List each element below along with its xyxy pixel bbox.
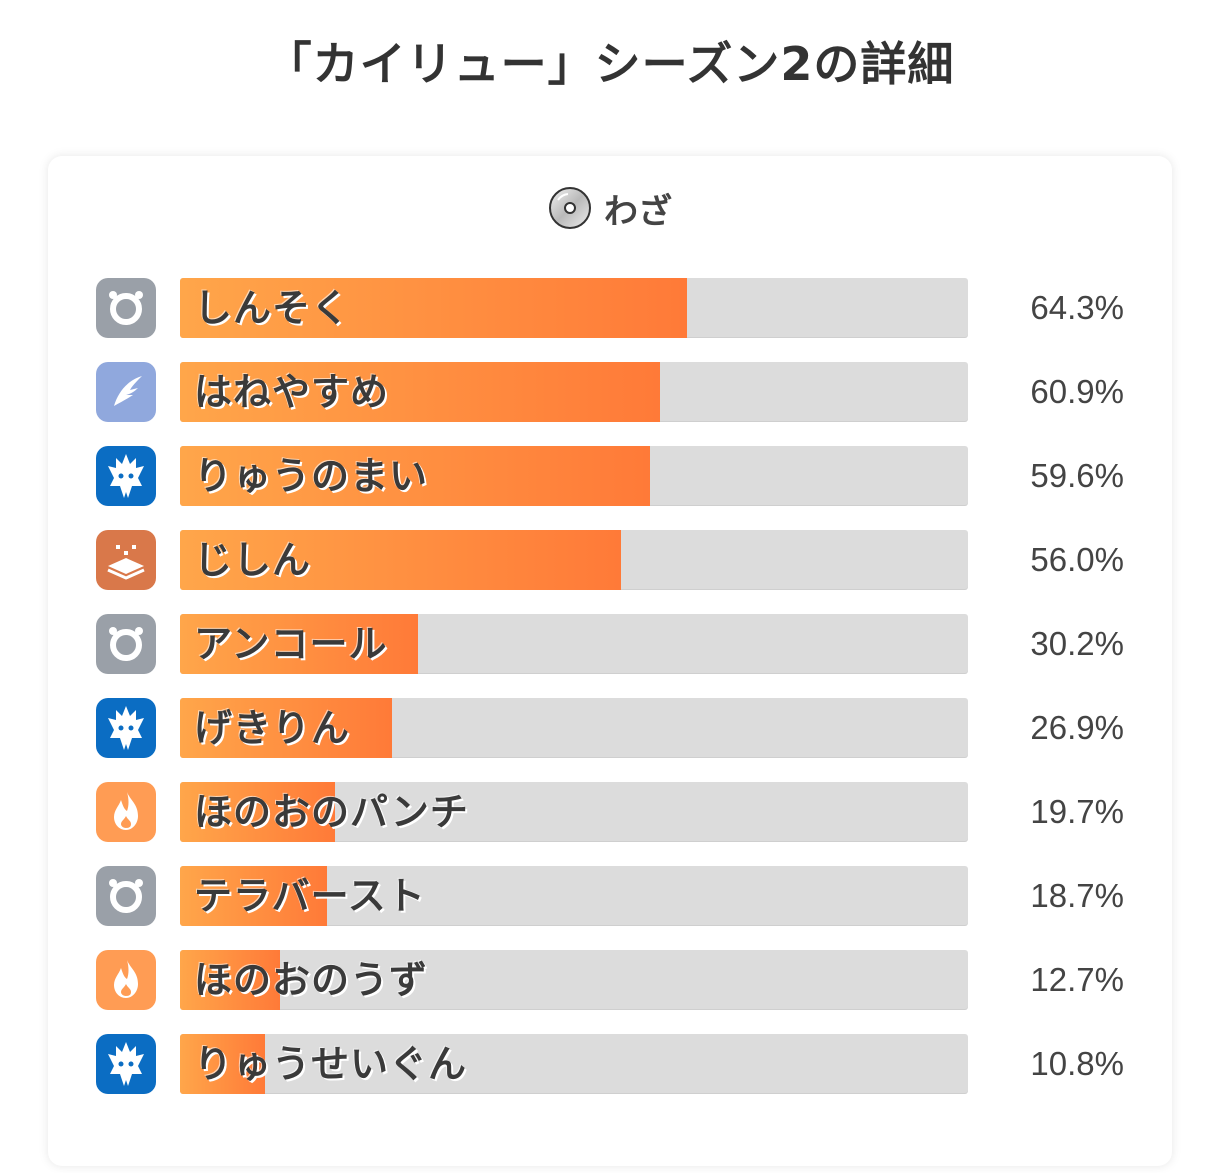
move-name: はねやすめ — [194, 370, 390, 414]
move-usage-chart: しんそく 64.3% はねやすめ 60.9% りゅうのまい 59.6% じしん 56.0% アン… — [48, 156, 1172, 1166]
bar-track: アンコール — [180, 614, 968, 674]
bar-fill — [180, 446, 650, 506]
bar-track: はねやすめ — [180, 362, 968, 422]
move-name: げきりん — [194, 706, 351, 750]
usage-percent: 12.7% — [1030, 961, 1124, 998]
usage-percent: 56.0% — [1030, 541, 1124, 578]
move-name: しんそく — [194, 286, 351, 330]
normal-type-icon — [96, 614, 156, 674]
bar-fill — [180, 698, 392, 758]
bar-fill — [180, 614, 418, 674]
move-row: ほのおのパンチ 19.7% — [48, 782, 1172, 842]
move-row: じしん 56.0% — [48, 530, 1172, 590]
move-name: アンコール — [194, 622, 388, 666]
fire-type-icon — [96, 950, 156, 1010]
normal-type-icon — [96, 278, 156, 338]
move-row: ほのおのうず 12.7% — [48, 950, 1172, 1010]
move-row: げきりん 26.9% — [48, 698, 1172, 758]
bar-fill — [180, 278, 687, 338]
bar-track: げきりん — [180, 698, 968, 758]
usage-percent: 10.8% — [1030, 1045, 1124, 1082]
bar-track: りゅうせいぐん — [180, 1034, 968, 1094]
bar-track: ほのおのパンチ — [180, 782, 968, 842]
move-row: テラバースト 18.7% — [48, 866, 1172, 926]
move-name: ほのおのうず — [194, 958, 429, 1002]
dragon-type-icon — [96, 446, 156, 506]
move-row: しんそく 64.3% — [48, 278, 1172, 338]
ground-type-icon — [96, 530, 156, 590]
move-name: りゅうせいぐん — [194, 1042, 468, 1086]
bar-fill — [180, 782, 335, 842]
dragon-type-icon — [96, 698, 156, 758]
bar-track: ほのおのうず — [180, 950, 968, 1010]
bar-track: じしん — [180, 530, 968, 590]
bar-fill — [180, 1034, 265, 1094]
usage-percent: 64.3% — [1030, 289, 1124, 326]
disc-icon — [549, 187, 591, 229]
usage-percent: 18.7% — [1030, 877, 1124, 914]
usage-percent: 19.7% — [1030, 793, 1124, 830]
bar-fill — [180, 530, 621, 590]
move-row: りゅうせいぐん 10.8% — [48, 1034, 1172, 1094]
bar-fill — [180, 950, 280, 1010]
usage-percent: 30.2% — [1030, 625, 1124, 662]
bar-track: テラバースト — [180, 866, 968, 926]
bar-track: しんそく — [180, 278, 968, 338]
move-row: はねやすめ 60.9% — [48, 362, 1172, 422]
move-name: りゅうのまい — [194, 454, 429, 498]
move-name: じしん — [194, 538, 312, 582]
move-row: りゅうのまい 59.6% — [48, 446, 1172, 506]
bar-track: りゅうのまい — [180, 446, 968, 506]
bar-fill — [180, 362, 660, 422]
move-row: アンコール 30.2% — [48, 614, 1172, 674]
flying-type-icon — [96, 362, 156, 422]
dragon-type-icon — [96, 1034, 156, 1094]
usage-percent: 59.6% — [1030, 457, 1124, 494]
usage-percent: 60.9% — [1030, 373, 1124, 410]
bar-fill — [180, 866, 327, 926]
move-name: ほのおのパンチ — [194, 790, 469, 834]
moves-card: わざ しんそく 64.3% はねやすめ 60.9% りゅうのまい 59.6% じしん 56.0… — [48, 156, 1172, 1166]
usage-percent: 26.9% — [1030, 709, 1124, 746]
normal-type-icon — [96, 866, 156, 926]
page-title: 「カイリュー」シーズン2の詳細 — [265, 37, 955, 91]
fire-type-icon — [96, 782, 156, 842]
section-header: わざ — [48, 180, 1172, 236]
section-title: わざ — [604, 191, 672, 232]
move-name: テラバースト — [194, 874, 426, 918]
